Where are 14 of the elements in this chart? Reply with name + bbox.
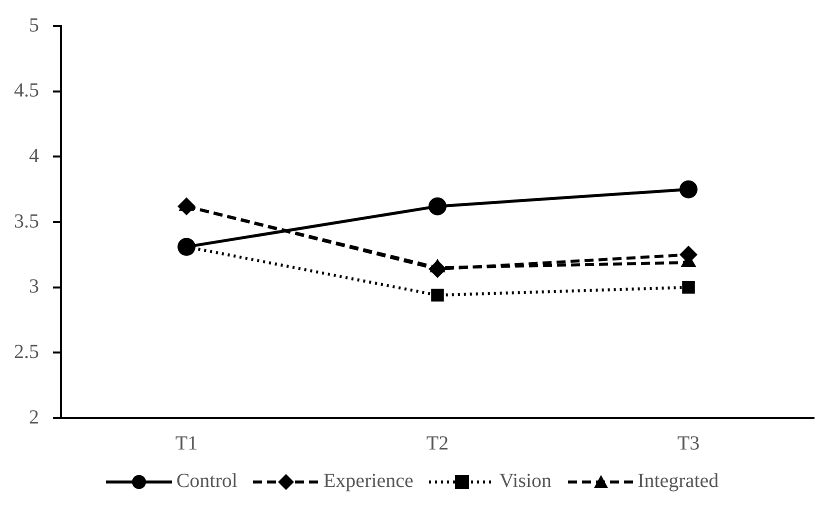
y-tick-label: 4 — [29, 144, 39, 167]
y-tick-label: 3 — [29, 276, 39, 298]
y-tick-label: 4.5 — [14, 80, 39, 102]
legend-label: Experience — [323, 470, 414, 493]
x-tick-label: T1 — [175, 432, 198, 454]
y-tick-label: 5 — [29, 14, 39, 36]
legend-label: Vision — [499, 470, 552, 493]
y-tick-label: 2.5 — [14, 340, 39, 363]
legend-label: Integrated — [638, 470, 719, 493]
x-tick-label: T3 — [677, 432, 700, 454]
x-tick-label: T2 — [426, 432, 449, 454]
legend-label: Control — [176, 470, 238, 493]
y-tick-label: 2 — [29, 406, 39, 428]
y-tick-label: 3.5 — [14, 210, 39, 232]
